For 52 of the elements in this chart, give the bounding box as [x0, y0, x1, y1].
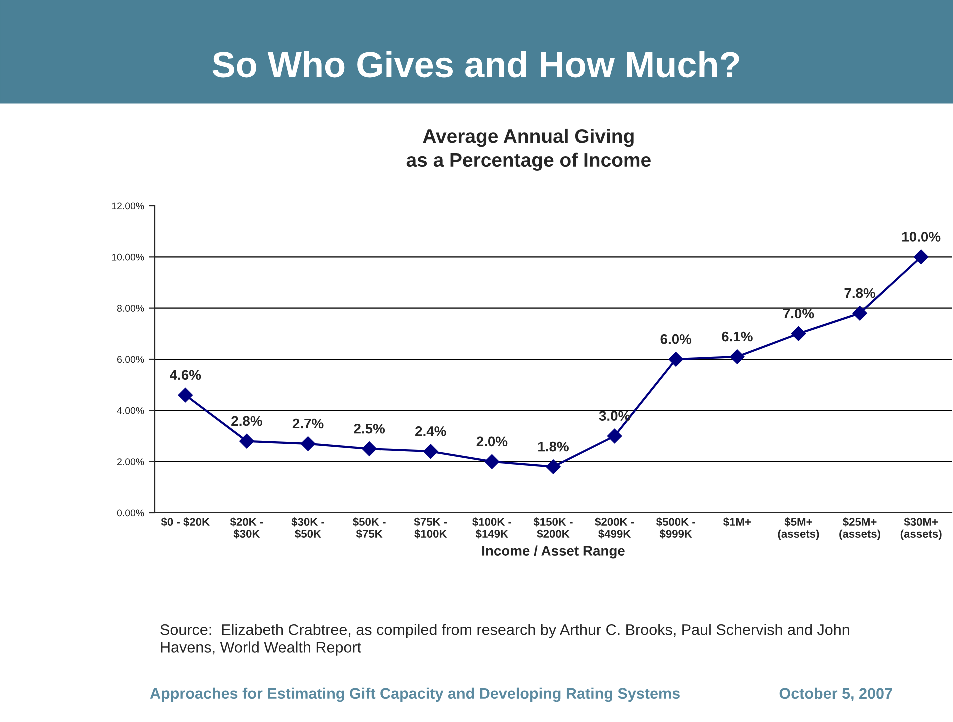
data-label: 7.0% [784, 308, 814, 319]
x-tick-label: $500K - $999K [656, 518, 696, 539]
point [791, 326, 806, 342]
y-tick-label: 10.00% [112, 254, 144, 261]
x-axis-title: Income / Asset Range [482, 546, 625, 559]
x-tick-label: $20K - $30K [230, 518, 264, 539]
x-tick-label: $1M+ [724, 518, 752, 527]
data-label: 2.0% [476, 436, 508, 447]
source-note: Source: Elizabeth Crabtree, as compiled from research by Arthur C. Brooks, Paul Schervish and John Havens, World Wealth Report [160, 624, 850, 656]
data-label: 2.4% [416, 426, 446, 436]
y-tick-label: 2.00% [118, 458, 144, 466]
point [178, 388, 194, 403]
y-tick-label: 8.00% [117, 305, 144, 312]
x-tick-label: $75K - $100K [414, 518, 448, 539]
data-label: 4.6% [170, 370, 202, 380]
x-tick-label: $5M+ (assets) [778, 518, 820, 540]
x-tick-label: $0 - $20K [161, 518, 210, 527]
x-tick-label: $25M+ (assets) [840, 518, 880, 540]
data-label: 2.5% [354, 424, 386, 434]
chart-subtitle: Average Annual Giving as a Percentage of Income [406, 128, 651, 172]
text: Approaches for Estimating Gift Capacity and Developing Rating Systems [150, 688, 680, 702]
point [546, 460, 561, 474]
x-tick-label: $100K - $149K [472, 518, 512, 539]
point [607, 428, 622, 444]
x-tick-label: $30K - $50K [292, 518, 324, 539]
data-label: 6.0% [660, 334, 692, 344]
x-tick-label: $50K - $75K [353, 518, 386, 539]
data-label: 2.7% [292, 418, 324, 429]
y-tick-label: 12.00% [112, 202, 144, 210]
x-tick-label: $150K - $200K [534, 518, 573, 539]
point [362, 442, 377, 456]
point [730, 350, 745, 364]
point [423, 444, 438, 459]
data-label: 6.1% [722, 332, 753, 342]
point [240, 434, 254, 449]
data-label: 1.8% [538, 442, 569, 452]
y-tick-label: 6.00% [118, 356, 144, 364]
data-label: 2.8% [232, 416, 262, 426]
y-tick-label: 0.00% [117, 510, 144, 517]
data-label: 10.0% [902, 232, 941, 242]
point [484, 454, 500, 470]
data-label: 3.0% [599, 411, 630, 422]
point [300, 436, 316, 452]
x-tick-label: $30M+ (assets) [900, 518, 942, 540]
text: October 5, 2007 [780, 688, 892, 702]
x-tick-label: $200K - $499K [595, 518, 634, 539]
point [914, 250, 929, 265]
y-tick-label: 4.00% [117, 407, 144, 414]
chart-title: So Who Gives and How Much? [212, 51, 740, 78]
data-label: 7.8% [844, 288, 876, 298]
point [668, 352, 684, 367]
point [852, 306, 868, 321]
